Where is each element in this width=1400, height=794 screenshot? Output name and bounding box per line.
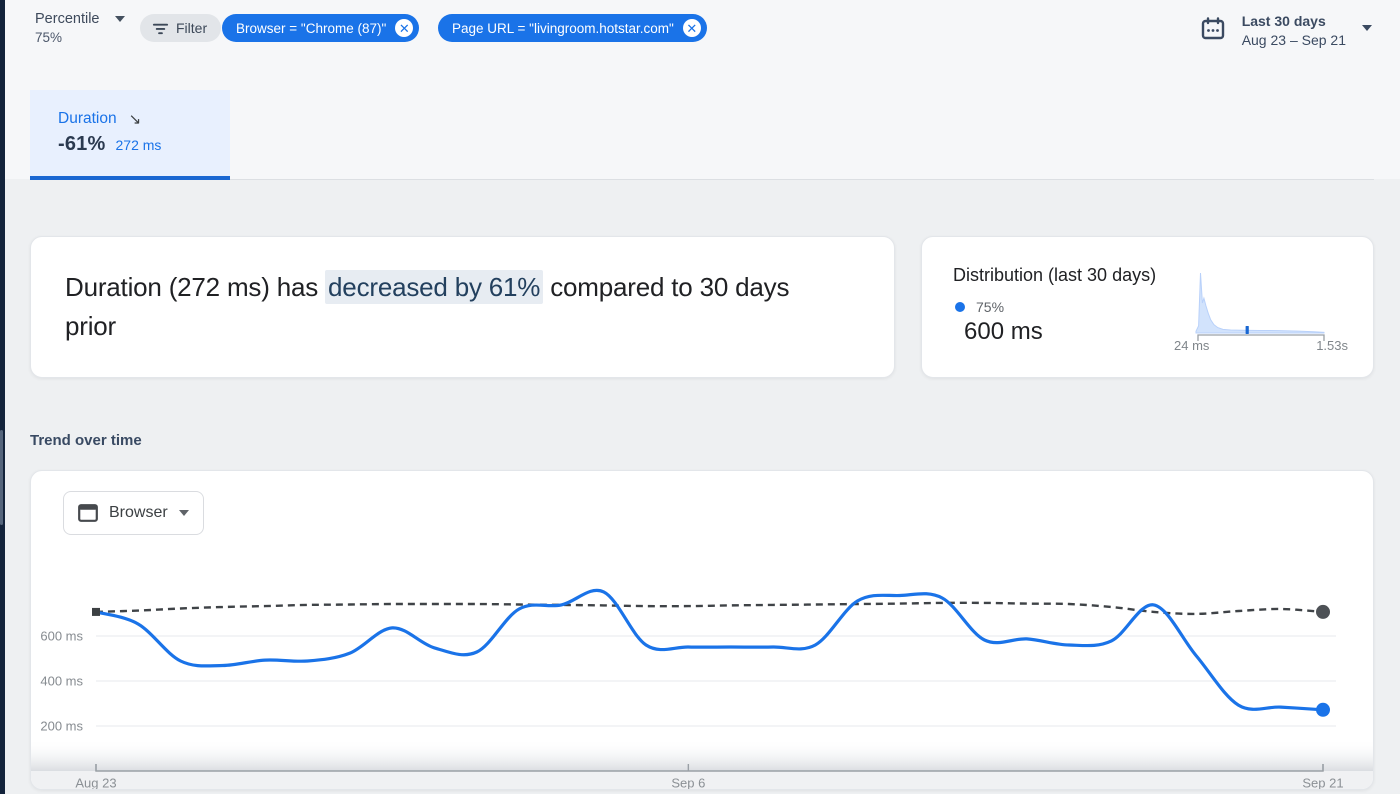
distribution-legend: 75% [955,299,1004,315]
date-range-value: Aug 23 – Sep 21 [1241,32,1346,48]
trend-section-title: Trend over time [30,432,142,449]
percentile-label: Percentile [35,11,100,27]
insight-highlight: decreased by 61% [325,270,544,304]
distribution-histogram: 24 ms 1.53s [1174,262,1348,366]
distribution-axis-max: 1.53s [1316,338,1348,353]
trend-chart-svg[interactable]: 600 ms 400 ms 200 ms Aug 23 Sep 6 Sep 21 [31,471,1374,790]
svg-text:Sep 6: Sep 6 [671,776,705,791]
breakdown-select-browser[interactable]: Browser [63,491,204,535]
svg-text:Aug 23: Aug 23 [75,776,116,791]
tab-duration-value: 272 ms [115,137,162,153]
percentile-dot-icon [955,302,965,312]
filter-button[interactable]: Filter [140,14,222,42]
distribution-axis-min: 24 ms [1174,338,1210,353]
distribution-histogram-svg [1195,272,1325,341]
svg-text:600 ms: 600 ms [40,629,83,644]
filter-icon [152,23,169,34]
svg-text:200 ms: 200 ms [40,719,83,734]
insight-prefix: Duration (272 ms) has [65,272,326,302]
percentile-value: 75% [35,30,63,45]
tab-duration-delta: -61% [58,133,106,155]
distribution-percentile-label: 75% [976,299,1005,315]
insight-card: Duration (272 ms) has decreased by 61% c… [30,236,895,378]
filter-chip-page-url[interactable]: Page URL = "livingroom.hotstar.com" ✕ [438,14,707,42]
date-range-select[interactable]: Last 30 days Aug 23 – Sep 21 [1200,13,1372,48]
active-tab-indicator [30,176,230,180]
breakdown-select-label: Browser [109,504,168,521]
distribution-card: Distribution (last 30 days) 75% 600 ms 2… [921,236,1374,378]
browser-window-icon [78,504,98,522]
svg-text:400 ms: 400 ms [40,674,83,689]
date-range-title: Last 30 days [1241,13,1326,29]
caret-down-icon [1362,25,1372,31]
calendar-icon [1201,17,1224,40]
percentile-select[interactable]: Percentile 75% [35,11,126,45]
filter-chip-browser[interactable]: Browser = "Chrome (87)" ✕ [222,14,420,42]
timeline-label-band [31,771,1373,789]
distribution-percentile-value: 600 ms [964,318,1043,345]
sidebar-edge [0,0,5,794]
tab-duration[interactable]: Duration ↘ -61% 272 ms [30,90,230,176]
distribution-axis-bracket [1197,334,1325,341]
filter-button-label: Filter [176,20,208,36]
trend-down-arrow-icon: ↘ [128,111,142,128]
caret-down-icon [178,510,189,516]
filter-chip-browser-label: Browser = "Chrome (87)" [236,20,387,36]
svg-text:Sep 21: Sep 21 [1302,776,1343,791]
tab-duration-label: Duration [58,110,117,127]
insight-sentence: Duration (272 ms) has decreased by 61% c… [65,268,805,346]
caret-down-icon [115,16,126,22]
close-icon[interactable]: ✕ [395,19,414,37]
distribution-title: Distribution (last 30 days) [953,265,1157,285]
timeline-fade-band [31,739,1373,771]
trend-chart-card: 600 ms 400 ms 200 ms Aug 23 Sep 6 Sep 21 Brow… [30,470,1374,790]
close-icon[interactable]: ✕ [682,19,701,37]
scrollbar-thumb[interactable] [0,430,3,525]
insight-suffix: compared to 30 days prior [65,272,790,341]
filter-chip-page-url-label: Page URL = "livingroom.hotstar.com" [452,20,674,36]
tab-row-divider [30,179,1374,180]
